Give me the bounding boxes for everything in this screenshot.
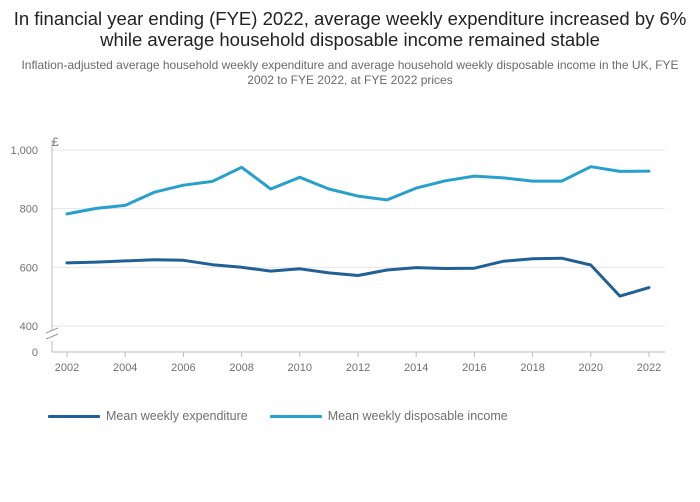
x-tick-label: 2002 — [55, 362, 79, 374]
x-tick-label: 2012 — [346, 362, 370, 374]
series-lines — [65, 165, 651, 298]
legend-label-expenditure: Mean weekly expenditure — [106, 409, 248, 423]
axes — [45, 140, 665, 357]
legend-item-disposable-income[interactable]: Mean weekly disposable income — [269, 409, 508, 423]
x-tick-label: 2020 — [579, 362, 603, 374]
x-tick-label: 2004 — [113, 362, 137, 374]
x-tick-label: 2006 — [171, 362, 195, 374]
x-tick-label: 2016 — [462, 362, 486, 374]
chart-subtitle: Inflation-adjusted average household wee… — [21, 58, 679, 87]
legend-swatch-disposable-income — [269, 414, 322, 418]
series-line-disposable-income[interactable] — [65, 165, 651, 216]
y-tick-label: 400 — [20, 321, 38, 333]
axis-break-mark — [45, 327, 59, 334]
legend-item-expenditure[interactable]: Mean weekly expenditure — [48, 409, 248, 423]
y-tick-label: 600 — [20, 262, 38, 274]
line-chart: 2002 2004 2006 2008 2010 2012 2014 2016 2018 2020… — [10, 135, 665, 374]
y-tick-label: 0 — [32, 347, 38, 359]
x-tick-label: 2008 — [229, 362, 253, 374]
y-axis-unit: £ — [52, 135, 59, 149]
legend-label-disposable-income: Mean weekly disposable income — [327, 409, 508, 423]
x-axis-labels: 2002 2004 2006 2008 2010 2012 2014 2016 2018 2020… — [55, 362, 661, 374]
legend-swatch-expenditure — [48, 414, 100, 418]
axis-break-mark — [45, 333, 59, 340]
y-axis-labels: 0 400 600 800 1,000 £ — [10, 135, 59, 359]
gridlines — [52, 149, 665, 327]
series-line-expenditure[interactable] — [65, 256, 651, 298]
legend: Mean weekly expenditure Mean weekly disp… — [48, 409, 530, 423]
x-tick-label: 2022 — [637, 362, 661, 374]
chart-title: In financial year ending (FYE) 2022, ave… — [13, 8, 687, 50]
x-tick-label: 2018 — [520, 362, 544, 374]
x-tick-label: 2014 — [404, 362, 428, 374]
y-tick-label: 1,000 — [10, 145, 38, 157]
x-tick-label: 2010 — [288, 362, 312, 374]
y-tick-label: 800 — [20, 204, 38, 216]
